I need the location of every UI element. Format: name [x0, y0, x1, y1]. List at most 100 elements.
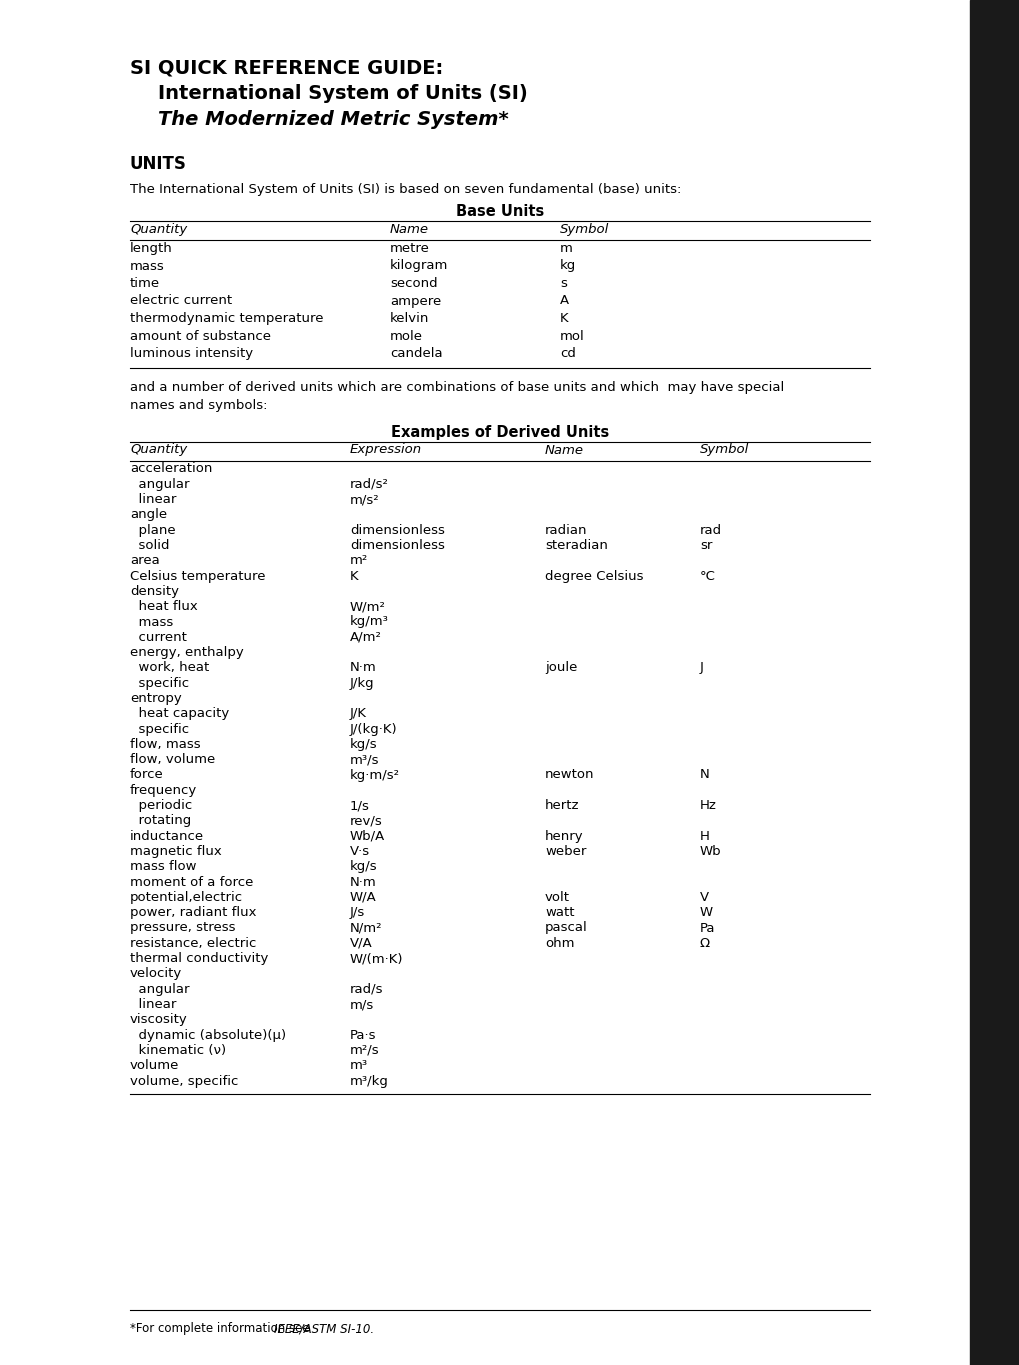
Text: Pa: Pa	[699, 921, 714, 935]
Text: periodic: periodic	[129, 799, 192, 812]
Text: hertz: hertz	[544, 799, 579, 812]
Text: second: second	[389, 277, 437, 289]
Text: luminous intensity: luminous intensity	[129, 347, 253, 360]
Text: kg·m/s²: kg·m/s²	[350, 768, 399, 782]
Text: kilogram: kilogram	[389, 259, 448, 273]
Text: N·m: N·m	[350, 662, 376, 674]
Text: N·m: N·m	[350, 875, 376, 889]
Text: linear: linear	[129, 998, 176, 1011]
Text: Wb: Wb	[699, 845, 720, 859]
Text: dynamic (absolute)(μ): dynamic (absolute)(μ)	[129, 1029, 286, 1041]
Text: rev/s: rev/s	[350, 815, 382, 827]
Text: kg: kg	[559, 259, 576, 273]
Text: kg/s: kg/s	[350, 738, 377, 751]
Text: mole: mole	[389, 329, 423, 343]
Text: mass flow: mass flow	[129, 860, 197, 874]
Text: henry: henry	[544, 830, 583, 842]
Text: m²/s: m²/s	[350, 1044, 379, 1057]
Text: International System of Units (SI): International System of Units (SI)	[158, 85, 527, 102]
Text: electric current: electric current	[129, 295, 232, 307]
Text: Symbol: Symbol	[699, 444, 749, 456]
Text: H: H	[699, 830, 709, 842]
Text: The Modernized Metric System*: The Modernized Metric System*	[158, 111, 508, 130]
Text: s: s	[559, 277, 567, 289]
Text: specific: specific	[129, 722, 189, 736]
Text: volt: volt	[544, 891, 570, 904]
Text: inductance: inductance	[129, 830, 204, 842]
Text: mass: mass	[129, 616, 173, 628]
Text: m: m	[559, 242, 573, 255]
Text: kinematic (ν): kinematic (ν)	[129, 1044, 226, 1057]
Text: Ω: Ω	[699, 936, 709, 950]
Text: mol: mol	[559, 329, 584, 343]
Text: N: N	[699, 768, 709, 782]
Text: kg/m³: kg/m³	[350, 616, 388, 628]
Text: length: length	[129, 242, 172, 255]
Text: area: area	[129, 554, 160, 568]
Text: A: A	[559, 295, 569, 307]
Text: thermodynamic temperature: thermodynamic temperature	[129, 313, 323, 325]
Text: V: V	[699, 891, 708, 904]
Text: power, radiant flux: power, radiant flux	[129, 906, 256, 919]
Text: rad/s²: rad/s²	[350, 478, 388, 491]
Text: flow, mass: flow, mass	[129, 738, 201, 751]
Text: rad/s: rad/s	[350, 983, 383, 995]
Text: volume: volume	[129, 1059, 179, 1072]
Text: V/A: V/A	[350, 936, 372, 950]
Text: J/(kg·K): J/(kg·K)	[350, 722, 397, 736]
Text: K: K	[350, 569, 359, 583]
Text: *For complete information see: *For complete information see	[129, 1321, 313, 1335]
Text: m³: m³	[350, 1059, 368, 1072]
Text: Expression: Expression	[350, 444, 422, 456]
Text: Hz: Hz	[699, 799, 716, 812]
Text: Base Units: Base Units	[455, 203, 543, 218]
Text: m/s: m/s	[350, 998, 374, 1011]
Text: SI QUICK REFERENCE GUIDE:: SI QUICK REFERENCE GUIDE:	[129, 57, 443, 76]
Text: Quantity: Quantity	[129, 444, 187, 456]
Text: angular: angular	[129, 983, 190, 995]
Text: The International System of Units (SI) is based on seven fundamental (base) unit: The International System of Units (SI) i…	[129, 183, 681, 197]
Text: frequency: frequency	[129, 784, 197, 797]
Text: entropy: entropy	[129, 692, 181, 704]
Text: J/kg: J/kg	[350, 677, 374, 689]
Text: watt: watt	[544, 906, 574, 919]
Text: moment of a force: moment of a force	[129, 875, 253, 889]
Text: weber: weber	[544, 845, 586, 859]
Text: magnetic flux: magnetic flux	[129, 845, 221, 859]
Text: volume, specific: volume, specific	[129, 1074, 238, 1088]
Text: W/(m·K): W/(m·K)	[350, 953, 404, 965]
Text: kg/s: kg/s	[350, 860, 377, 874]
Text: time: time	[129, 277, 160, 289]
Text: m/s²: m/s²	[350, 493, 379, 506]
Text: pressure, stress: pressure, stress	[129, 921, 235, 935]
Text: 1/s: 1/s	[350, 799, 370, 812]
Text: angular: angular	[129, 478, 190, 491]
Text: cd: cd	[559, 347, 576, 360]
Text: Celsius temperature: Celsius temperature	[129, 569, 265, 583]
Text: flow, volume: flow, volume	[129, 753, 215, 766]
Text: V·s: V·s	[350, 845, 370, 859]
Text: work, heat: work, heat	[129, 662, 209, 674]
Text: J/K: J/K	[350, 707, 367, 721]
Text: rad: rad	[699, 524, 721, 536]
Text: density: density	[129, 584, 178, 598]
Text: amount of substance: amount of substance	[129, 329, 271, 343]
Text: °C: °C	[699, 569, 715, 583]
Text: solid: solid	[129, 539, 169, 551]
Text: Pa·s: Pa·s	[350, 1029, 376, 1041]
Text: and a number of derived units which are combinations of base units and which  ma: and a number of derived units which are …	[129, 381, 784, 394]
Text: m²: m²	[350, 554, 368, 568]
Text: potential,electric: potential,electric	[129, 891, 243, 904]
Text: velocity: velocity	[129, 968, 182, 980]
Text: IEEE/ASTM SI-10.: IEEE/ASTM SI-10.	[274, 1321, 374, 1335]
Text: heat flux: heat flux	[129, 601, 198, 613]
Text: J: J	[699, 662, 703, 674]
Bar	[969, 0, 1019, 1365]
Text: metre: metre	[389, 242, 429, 255]
Text: names and symbols:: names and symbols:	[129, 399, 267, 411]
Text: force: force	[129, 768, 164, 782]
Text: current: current	[129, 631, 186, 644]
Text: Name: Name	[544, 444, 584, 456]
Text: dimensionless: dimensionless	[350, 539, 444, 551]
Text: specific: specific	[129, 677, 189, 689]
